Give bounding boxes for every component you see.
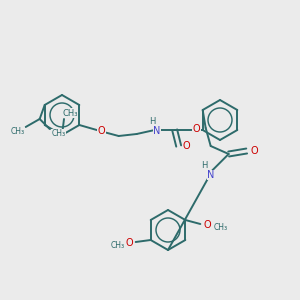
Text: CH₃: CH₃ (111, 241, 125, 250)
Text: CH₃: CH₃ (213, 224, 227, 232)
Text: O: O (193, 124, 200, 134)
Text: O: O (183, 141, 190, 151)
Text: CH₃: CH₃ (11, 128, 25, 136)
Text: O: O (251, 146, 259, 156)
Text: N: N (153, 126, 160, 136)
Text: H: H (149, 118, 156, 127)
Text: O: O (203, 220, 211, 230)
Text: N: N (207, 170, 214, 180)
Text: H: H (202, 160, 208, 169)
Text: CH₃: CH₃ (52, 130, 66, 139)
Text: CH₃: CH₃ (62, 109, 78, 118)
Text: O: O (98, 126, 106, 136)
Text: O: O (126, 238, 134, 248)
